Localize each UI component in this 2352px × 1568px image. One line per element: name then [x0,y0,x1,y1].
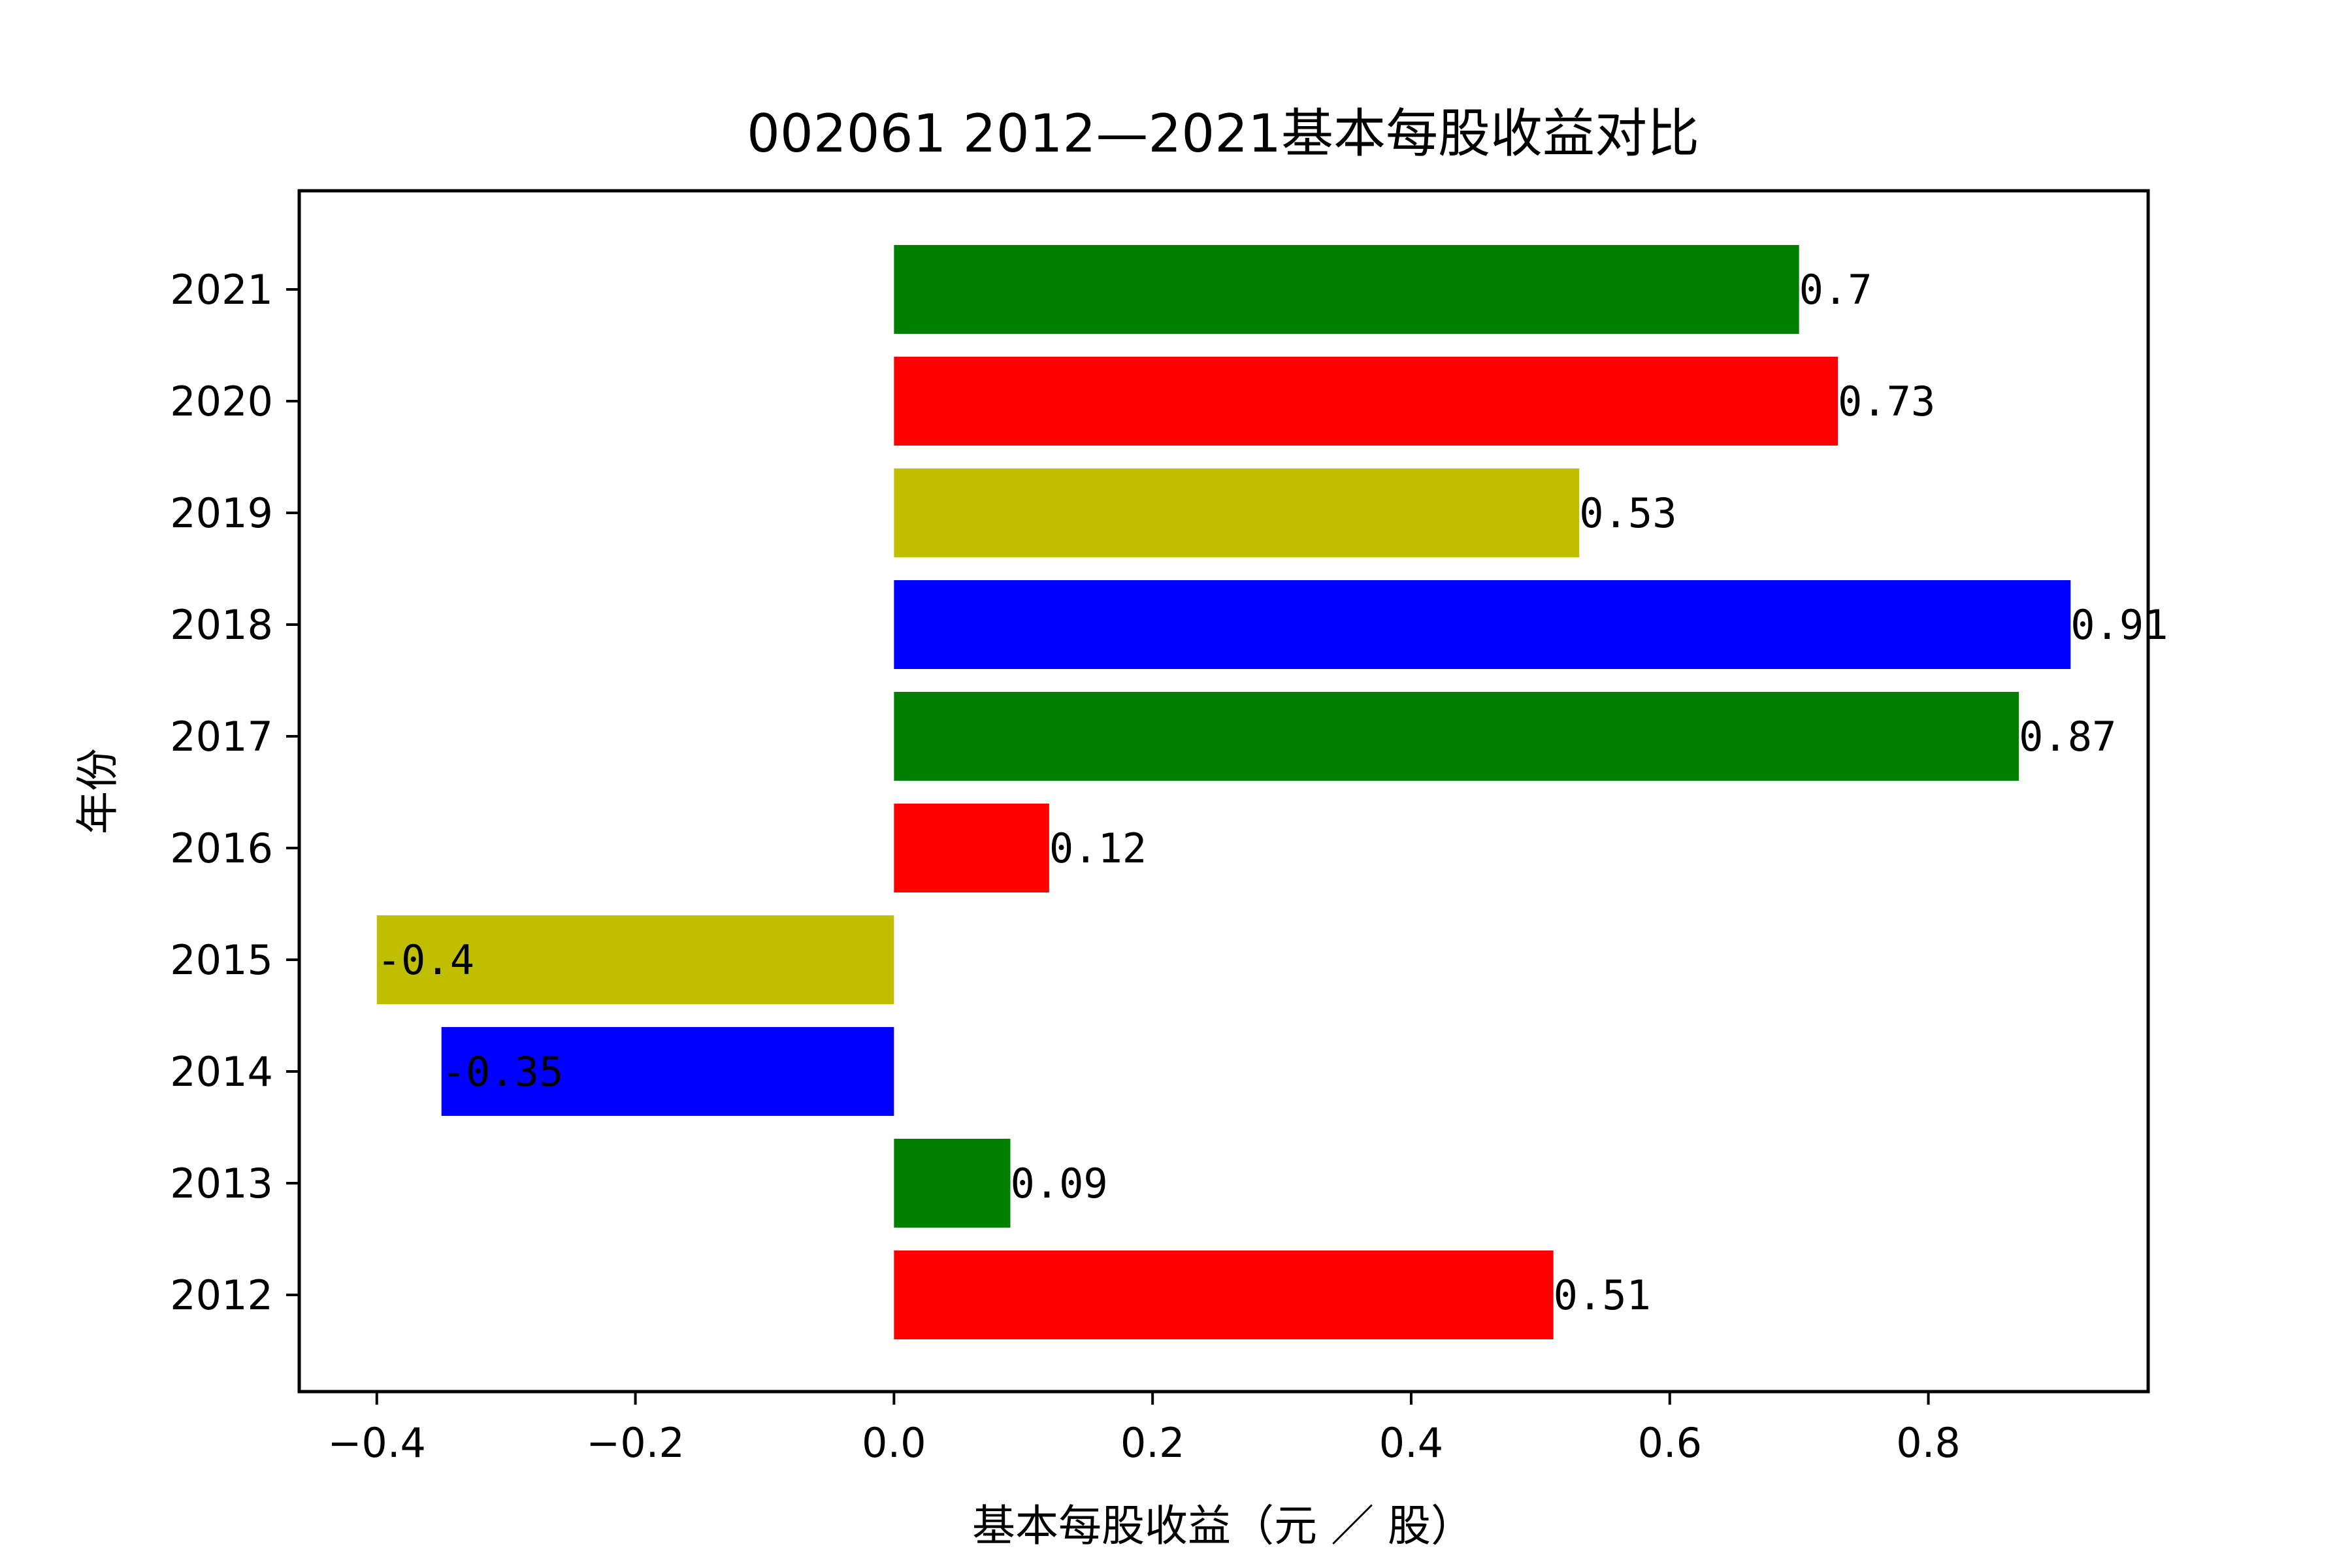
bar-2015 [376,915,894,1004]
bar-2018 [894,580,2071,669]
data-label-2018: 0.91 [2070,601,2168,649]
y-tick-label-2020: 2020 [170,378,273,425]
x-tick-label: 0.6 [1637,1419,1702,1467]
bar-2019 [894,468,1580,557]
y-tick-label-2016: 2016 [170,825,273,872]
data-label-2021: 0.7 [1799,266,1872,314]
y-tick-label-2012: 2012 [170,1271,273,1319]
bar-2020 [894,357,1838,446]
y-axis-ticks: 2012 2013 2014 2015 2016 2017 2018 2019 2020 2021 [170,266,299,1319]
data-label-2016: 0.12 [1049,825,1147,872]
plot-frame [297,189,2150,1394]
bar-2021 [894,245,1799,334]
x-tick-label: −0.2 [586,1419,685,1467]
x-tick-label: 0.0 [862,1419,926,1467]
bar-2016 [894,804,1049,892]
data-label-2014: -0.35 [442,1048,564,1096]
y-tick-label-2021: 2021 [170,266,273,314]
y-tick-label-2019: 2019 [170,489,273,537]
y-axis-label: 年份 [73,748,123,834]
y-tick-label-2017: 2017 [170,713,273,760]
data-label-2012: 0.51 [1554,1271,1651,1319]
chart-title: 002061 2012—2021基本每股收益对比 [747,103,1699,164]
y-tick-label-2014: 2014 [170,1048,273,1096]
x-tick-label: 0.8 [1896,1419,1961,1467]
data-label-2019: 0.53 [1579,489,1676,537]
x-axis-ticks: −0.4 −0.2 0.0 0.2 0.4 0.6 0.8 [327,1392,1961,1467]
x-tick-label: 0.4 [1379,1419,1444,1467]
x-tick-label: −0.4 [327,1419,426,1467]
bar-2012 [894,1250,1554,1339]
data-label-2015: -0.4 [377,936,474,984]
bars-layer [376,245,2071,1339]
y-tick-label-2018: 2018 [170,601,273,649]
x-axis-label: 基本每股收益（元 ／ 股） [972,1501,1474,1551]
data-label-2020: 0.73 [1838,378,1935,425]
y-tick-label-2013: 2013 [170,1160,273,1207]
bar-2017 [894,692,2019,781]
data-label-2017: 0.87 [2019,713,2116,760]
data-label-2013: 0.09 [1010,1160,1107,1207]
bar-2014 [441,1027,894,1116]
y-tick-label-2015: 2015 [170,936,273,984]
data-labels-layer: 0.51 0.09 -0.35 -0.4 0.12 0.87 0.91 0.53 0.73 0.7 [377,266,2168,1319]
x-tick-label: 0.2 [1120,1419,1185,1467]
bar-2013 [894,1139,1011,1228]
